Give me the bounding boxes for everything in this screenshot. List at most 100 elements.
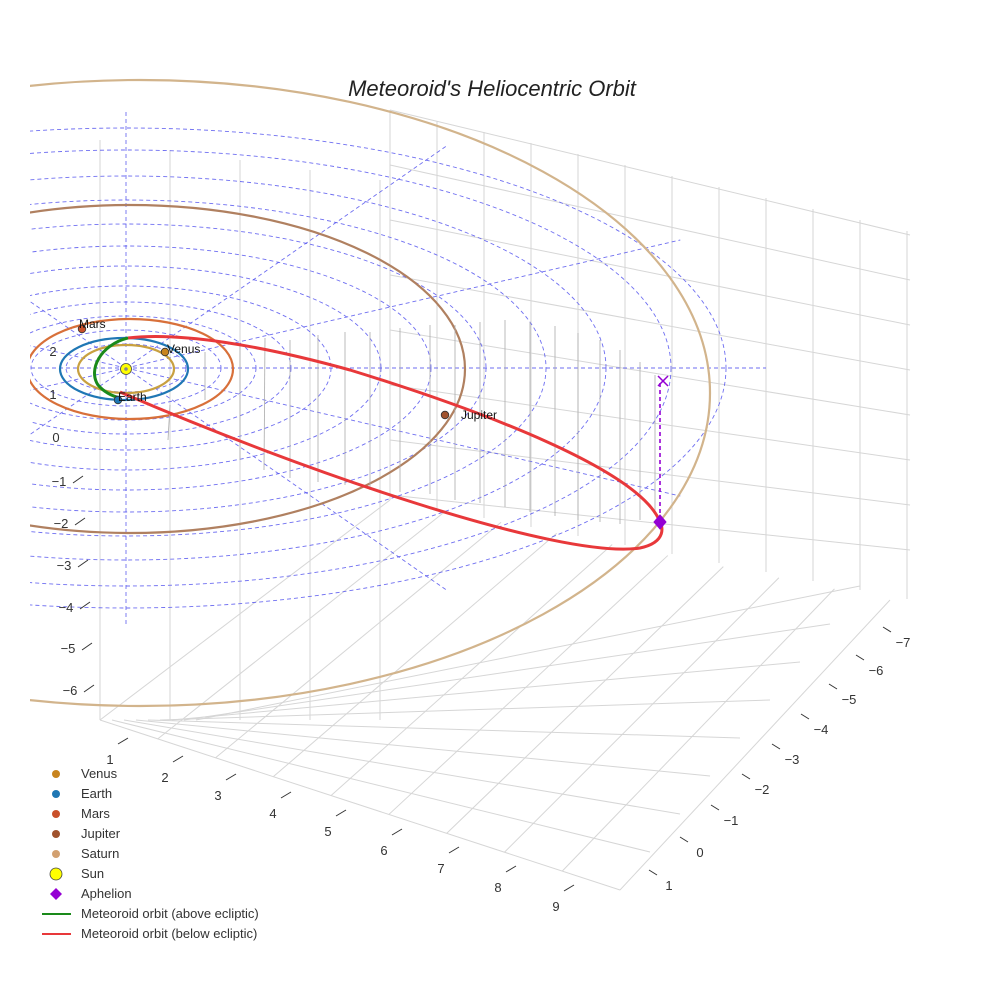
grid-line	[135, 719, 711, 777]
aphelion-marker	[653, 514, 667, 530]
grid-line	[195, 585, 861, 721]
grid-line	[389, 219, 911, 326]
x-tick-label: 2	[161, 770, 168, 785]
legend: Venus Earth Mars Jupiter Saturn Sun Aphelion Me…	[42, 766, 259, 941]
z-tick-mark	[72, 475, 84, 484]
grid-line	[183, 623, 831, 721]
grid-line	[330, 544, 613, 796]
x-tick-mark	[335, 809, 347, 817]
grid-line	[147, 719, 741, 739]
y-tick-mark	[741, 773, 751, 780]
legend-marker	[52, 850, 60, 858]
legend-label: Earth	[81, 786, 112, 801]
x-tick-label: 8	[494, 880, 501, 895]
y-tick-label: 1	[665, 878, 672, 893]
grid-line	[389, 384, 911, 461]
ecliptic-radial	[125, 367, 447, 591]
x-tick-label: 7	[437, 861, 444, 876]
planet-label: Jupiter	[461, 408, 497, 422]
z-tick-mark	[81, 642, 93, 651]
legend-marker	[52, 790, 60, 798]
y-tick-mark	[771, 743, 781, 750]
x-tick-label: 5	[324, 824, 331, 839]
x-tick-label: 3	[214, 788, 221, 803]
legend-label: Saturn	[81, 846, 119, 861]
legend-item: Venus	[52, 766, 118, 781]
z-tick-label: −4	[59, 600, 74, 615]
y-tick-label: −5	[842, 692, 857, 707]
legend-marker	[50, 888, 62, 900]
x-tick-label: 4	[269, 806, 276, 821]
dropline	[263, 337, 266, 471]
ecliptic-ring	[30, 149, 672, 587]
legend-label: Mars	[81, 806, 110, 821]
y-tick-label: −2	[755, 782, 770, 797]
aphelion-projection-marker	[657, 375, 669, 387]
y-tick-label: −6	[869, 663, 884, 678]
planet-markers: Mars Venus Earth Jupiter	[77, 317, 667, 530]
ecliptic-radial	[30, 367, 127, 391]
grid-line	[389, 274, 911, 371]
grid-line	[561, 588, 835, 872]
chart-title: Meteoroid's Heliocentric Orbit	[348, 76, 637, 101]
z-tick-label: 0	[52, 430, 59, 445]
z-tick-mark	[79, 601, 91, 610]
x-tick-mark	[172, 755, 184, 763]
grid-line	[446, 566, 724, 834]
ecliptic-radial	[125, 145, 447, 369]
z-tick-label: 2	[49, 344, 56, 359]
legend-label: Venus	[81, 766, 118, 781]
y-tick-label: −7	[896, 635, 911, 650]
y-tick-mark	[710, 804, 720, 811]
grid-line	[504, 577, 780, 853]
venus-marker	[160, 347, 170, 357]
sun-core	[124, 367, 128, 371]
grid-line	[389, 329, 911, 416]
grid-line	[99, 499, 391, 721]
mars-marker	[77, 324, 87, 334]
grid-line	[389, 439, 911, 506]
x-tick-mark	[448, 846, 460, 854]
ecliptic-ring	[30, 127, 727, 609]
x-tick-mark	[280, 791, 292, 799]
grid-line	[389, 109, 911, 236]
x-tick-label: 6	[380, 843, 387, 858]
legend-item: Aphelion	[50, 886, 132, 901]
grid-line	[171, 661, 801, 721]
legend-item: Meteoroid orbit (below ecliptic)	[42, 926, 257, 941]
legend-label: Meteoroid orbit (below ecliptic)	[81, 926, 257, 941]
y-tick-mark	[679, 836, 689, 843]
y-tick-label: 0	[696, 845, 703, 860]
jupiter-marker	[440, 410, 450, 420]
x-tick-mark	[117, 737, 129, 745]
y-tick-mark	[828, 683, 838, 690]
legend-item: Earth	[52, 786, 112, 801]
saturn-orbit	[30, 78, 711, 708]
x-tick-label: 1	[106, 752, 113, 767]
grid-line	[159, 699, 771, 721]
grid-line	[619, 599, 891, 891]
grid-line	[388, 555, 669, 815]
z-tick-label: −3	[57, 558, 72, 573]
ecliptic-radial	[30, 367, 127, 436]
z-tick-mark	[83, 684, 95, 693]
ecliptic-radial	[125, 239, 681, 369]
ecliptic-radial	[30, 345, 127, 369]
meteoroid-orbit-above	[93, 336, 129, 400]
earth-marker	[113, 395, 123, 405]
grid-line	[273, 532, 557, 778]
z-tick-label: −1	[52, 474, 67, 489]
legend-marker	[52, 830, 60, 838]
legend-item: Jupiter	[52, 826, 121, 841]
meteoroid-orbit-below	[119, 335, 664, 551]
planet-label: Venus	[167, 342, 200, 356]
z-tick-mark	[74, 517, 86, 526]
y-tick-label: −4	[814, 722, 829, 737]
legend-label: Sun	[81, 866, 104, 881]
x-tick-mark	[505, 865, 517, 873]
grid-line	[99, 719, 621, 891]
legend-marker	[49, 867, 63, 881]
